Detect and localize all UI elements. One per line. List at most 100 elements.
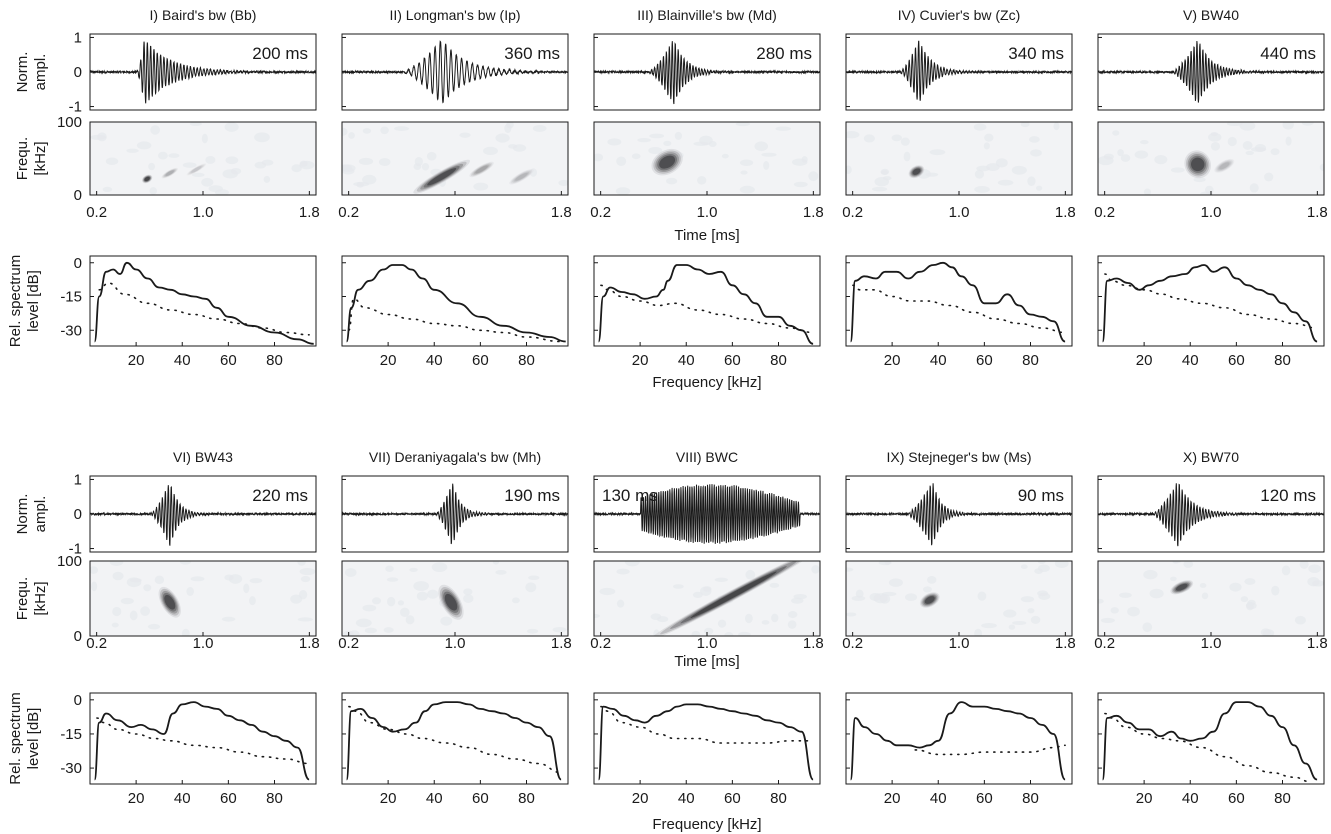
spectrogram-blobs bbox=[846, 122, 1060, 193]
frequency-axis-label: Frequency [kHz] bbox=[652, 374, 761, 391]
spectrum-frequency-tick-label: 60 bbox=[976, 352, 993, 369]
spectrogram-noise bbox=[974, 169, 985, 179]
click-duration-label: 90 ms bbox=[1018, 486, 1064, 505]
spectrogram-noise bbox=[1054, 561, 1069, 568]
panel-title: IX) Stejneger's bw (Ms) bbox=[886, 449, 1031, 465]
signal-spectrum-line bbox=[93, 261, 314, 345]
spectrogram-energy bbox=[191, 166, 202, 173]
spectrogram-noise bbox=[704, 627, 714, 635]
amplitude-tick-label: 1 bbox=[74, 29, 82, 46]
noise-spectrum-line bbox=[96, 717, 310, 765]
spectrum-frequency-tick-label: 20 bbox=[1136, 790, 1153, 807]
spectrogram-noise bbox=[344, 568, 357, 577]
spectrogram-noise bbox=[349, 630, 360, 636]
spectrogram-blobs bbox=[1098, 561, 1324, 636]
spectrogram-noise bbox=[525, 582, 537, 593]
spectrum-frequency-tick-label: 20 bbox=[380, 352, 397, 369]
spectrogram-energy bbox=[144, 176, 150, 182]
spectrogram-noise bbox=[1120, 154, 1131, 162]
spectrogram-noise bbox=[221, 616, 236, 622]
spectrogram-noise bbox=[1270, 148, 1280, 156]
signal-spectrum-line bbox=[345, 701, 562, 781]
spectrogram-energy bbox=[427, 168, 457, 186]
spectrogram-noise bbox=[1012, 620, 1027, 626]
spectrogram-noise bbox=[851, 595, 866, 601]
spectrogram-noise bbox=[299, 568, 316, 576]
frequency-tick-label: 100 bbox=[57, 553, 82, 570]
spectrogram-noise bbox=[362, 174, 377, 185]
spectrogram-noise bbox=[714, 577, 728, 582]
spectrogram-noise bbox=[383, 627, 394, 633]
time-tick-label: 1.8 bbox=[299, 204, 320, 221]
amplitude-tick-label: 1 bbox=[74, 471, 82, 488]
spectrogram-noise bbox=[243, 583, 250, 594]
spectrogram-blobs bbox=[343, 561, 567, 636]
panel-title: II) Longman's bw (Ip) bbox=[389, 7, 520, 23]
row-label-spectrum-level: Rel. spectrum bbox=[7, 255, 24, 348]
signal-spectrum-line bbox=[1101, 701, 1318, 781]
frequency-tick-label: 0 bbox=[74, 628, 82, 645]
spectrum-frequency-tick-label: 20 bbox=[128, 352, 145, 369]
time-tick-label: 0.2 bbox=[86, 635, 107, 652]
spectrogram-noise bbox=[594, 613, 600, 618]
spectrogram-noise bbox=[1319, 163, 1324, 172]
spectrogram-noise bbox=[400, 607, 410, 618]
waveform-trace bbox=[341, 483, 569, 545]
spectrogram-noise bbox=[179, 561, 192, 565]
spectrogram-noise bbox=[1008, 624, 1016, 630]
spectrogram-noise bbox=[808, 171, 819, 182]
spectrogram-noise bbox=[745, 569, 756, 580]
spectrogram-noise bbox=[358, 157, 374, 165]
spectrum-frame bbox=[1097, 692, 1325, 785]
spectrum-frequency-tick-label: 20 bbox=[884, 790, 901, 807]
spectrogram-noise bbox=[1098, 598, 1104, 604]
spectrogram-noise bbox=[616, 568, 630, 575]
spectrogram-noise bbox=[775, 126, 791, 131]
spectrogram-noise bbox=[249, 578, 263, 584]
spectrogram-noise bbox=[1053, 122, 1060, 131]
spectrum-frequency-tick-label: 20 bbox=[128, 790, 145, 807]
spectrogram-noise bbox=[1149, 588, 1164, 599]
spectrogram-noise bbox=[739, 185, 755, 194]
spectrum-frame bbox=[845, 692, 1073, 785]
spectrogram-noise bbox=[297, 617, 313, 622]
spectrogram-energy bbox=[475, 165, 488, 174]
spectrogram-noise bbox=[1260, 628, 1271, 636]
spectrogram-noise bbox=[112, 606, 122, 617]
click-duration-label: 190 ms bbox=[504, 486, 560, 505]
click-duration-label: 440 ms bbox=[1260, 44, 1316, 63]
spectrogram-noise bbox=[147, 623, 161, 630]
time-tick-label: 0.2 bbox=[1094, 204, 1115, 221]
spectrogram-noise bbox=[362, 128, 372, 134]
waveform-trace bbox=[845, 483, 1073, 546]
spectrogram-noise bbox=[801, 156, 808, 163]
row-label-amplitude: Norm. bbox=[14, 52, 31, 93]
row-label-frequency: [kHz] bbox=[32, 141, 49, 175]
spectrum-level-tick-label: -15 bbox=[60, 726, 82, 743]
spectrogram-blobs bbox=[90, 122, 315, 195]
spectrogram-noise bbox=[1134, 150, 1149, 159]
spectrogram-noise bbox=[364, 627, 377, 634]
time-tick-label: 1.8 bbox=[1055, 635, 1076, 652]
spectrogram-energy bbox=[659, 155, 676, 169]
spectrogram-noise bbox=[761, 620, 770, 625]
spectrogram-noise bbox=[1193, 177, 1206, 183]
spectrogram-noise bbox=[143, 584, 152, 592]
spectrogram-energy bbox=[924, 596, 935, 604]
spectrogram-noise bbox=[1210, 141, 1221, 151]
panel-title: III) Blainville's bw (Md) bbox=[637, 7, 777, 23]
spectrogram-noise bbox=[528, 575, 540, 580]
spectrogram-noise bbox=[672, 584, 684, 589]
amplitude-tick-label: 0 bbox=[74, 506, 82, 523]
spectrogram-noise bbox=[463, 594, 474, 603]
signal-spectrum-line bbox=[1101, 264, 1318, 343]
spectrum-frame bbox=[89, 692, 317, 785]
spectrogram-noise bbox=[387, 596, 396, 607]
row-label-frequency: Frequ. bbox=[14, 577, 31, 620]
spectrogram-noise bbox=[1020, 564, 1028, 570]
spectrogram-noise bbox=[1239, 122, 1256, 131]
noise-spectrum-line bbox=[1104, 273, 1318, 329]
spectrum-level-tick-label: -30 bbox=[60, 760, 82, 777]
spectrogram-noise bbox=[512, 597, 520, 604]
